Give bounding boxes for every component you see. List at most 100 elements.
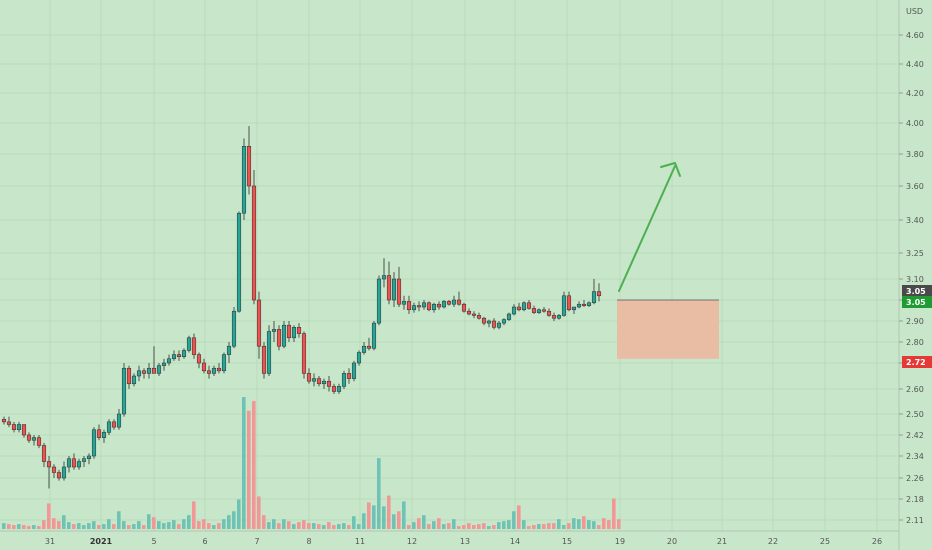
volume-bar — [207, 523, 211, 529]
candle — [46, 456, 52, 489]
candle-body — [36, 437, 42, 446]
candle-body — [66, 458, 72, 468]
candle — [546, 308, 552, 317]
candle-body — [71, 458, 77, 468]
candle-body — [26, 434, 32, 441]
volume-bar — [427, 524, 431, 529]
time-tick-label: 11 — [355, 537, 365, 546]
candle-body — [216, 367, 222, 372]
price-tick-label: 2.42 — [906, 431, 924, 440]
candle-body — [281, 324, 287, 347]
candle-body — [201, 362, 207, 372]
candle-body — [341, 373, 347, 387]
candle-body — [476, 315, 482, 319]
volume-bar — [347, 525, 351, 529]
candle-body — [511, 306, 517, 315]
candle — [251, 170, 257, 305]
candle-body — [576, 303, 582, 308]
volume-bar — [417, 518, 421, 529]
candle — [466, 308, 472, 316]
candle — [416, 301, 422, 312]
candle — [216, 363, 222, 374]
volume-bar — [237, 499, 241, 529]
candle — [321, 378, 327, 389]
price-badge-label: 3.05 — [906, 287, 926, 296]
candle-body — [366, 345, 372, 349]
candle-body — [91, 429, 97, 457]
candle — [196, 352, 202, 369]
volume-bar — [472, 525, 476, 529]
volume-bar — [317, 524, 321, 529]
volume-bar — [172, 520, 176, 529]
candle-body — [376, 278, 382, 324]
candle-body — [211, 367, 217, 374]
candle-body — [401, 301, 407, 305]
candle — [221, 352, 227, 374]
volume-bar — [182, 519, 186, 529]
candle — [461, 302, 467, 313]
volume-bar — [507, 520, 511, 529]
volume-bar — [512, 511, 516, 529]
candle — [11, 421, 17, 433]
candle — [271, 321, 277, 342]
price-badge — [902, 285, 932, 297]
time-tick-label: 2021 — [90, 537, 113, 546]
volume-bar — [557, 519, 561, 529]
candle — [501, 318, 507, 326]
candle — [16, 421, 22, 433]
volume-bar — [262, 515, 266, 529]
price-tick-label: 2.11 — [906, 516, 924, 525]
volume-bar — [197, 521, 201, 529]
candle — [101, 429, 107, 443]
candle — [296, 323, 302, 338]
candle-body — [321, 380, 327, 385]
candle-body — [446, 301, 452, 305]
candle-body — [491, 320, 497, 328]
volume-bar — [287, 521, 291, 529]
candle — [476, 312, 482, 320]
volume-bar — [152, 517, 156, 529]
volume-bar — [462, 525, 466, 529]
candle — [256, 291, 262, 359]
volume-bar — [17, 524, 21, 529]
candle — [561, 291, 567, 317]
candle-body — [266, 331, 272, 374]
candle — [166, 354, 172, 366]
candle-body — [416, 305, 422, 308]
time-tick-label: 31 — [45, 537, 55, 546]
candle-body — [296, 327, 302, 334]
volume-bar — [477, 524, 481, 529]
candle — [291, 325, 297, 342]
candle-body — [181, 350, 187, 357]
time-tick-label: 14 — [510, 537, 520, 546]
volume-bar — [82, 525, 86, 529]
candle — [576, 301, 582, 309]
candle-body — [591, 291, 597, 304]
volume-bar — [232, 511, 236, 529]
candle-body — [546, 310, 552, 316]
candle-body — [126, 367, 132, 385]
price-tick-label: 2.18 — [906, 495, 924, 504]
volume-bar — [587, 520, 591, 529]
time-tick-label: 21 — [717, 537, 727, 546]
volume-bar — [482, 523, 486, 529]
candle — [156, 363, 162, 376]
candle — [426, 301, 432, 312]
candle — [96, 424, 102, 441]
candle — [471, 311, 477, 319]
candle — [231, 307, 237, 349]
candle-body — [166, 358, 172, 364]
volume-bar — [97, 525, 101, 529]
candle — [21, 424, 27, 438]
volume-bar — [357, 524, 361, 529]
price-badge — [902, 356, 932, 368]
candle-body — [276, 329, 282, 347]
candle-body — [391, 278, 397, 301]
volume-bar — [312, 523, 316, 529]
time-axis: 31 2021 5 6 7 8 11 12 13 14 15 19 20 21 22 25 26 — [45, 537, 882, 546]
candle-body — [521, 302, 527, 311]
candle — [521, 301, 527, 312]
volume-bar — [522, 520, 526, 529]
volume-bar — [147, 514, 151, 529]
candle — [356, 350, 362, 366]
